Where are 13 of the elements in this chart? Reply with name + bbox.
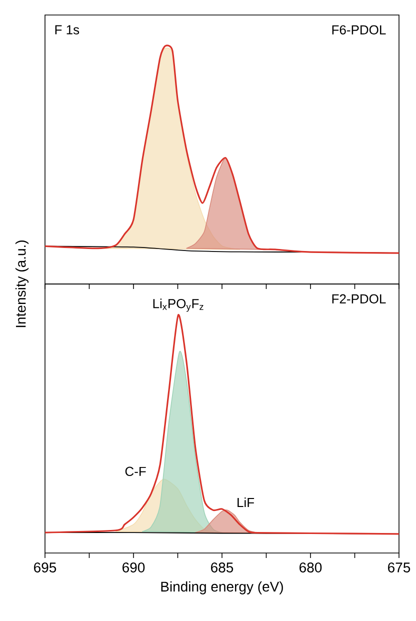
annotation: C-F (125, 466, 146, 476)
y-axis-title: Intensity (a.u.) (15, 240, 29, 328)
annotation: LiF (238, 498, 254, 507)
x-axis-title: Binding energy (eV) (161, 581, 283, 594)
x-tick-label: 690 (122, 562, 145, 572)
text: F2-PDOL (332, 294, 386, 304)
text: F 1s (55, 25, 80, 34)
x-tick-label: 695 (34, 562, 56, 572)
x-tick-label: 680 (300, 562, 322, 572)
x-tick-label: 685 (211, 562, 234, 572)
annotation: Li$_{x}$PO$_{y}$F$_{z}$ (153, 298, 204, 312)
x-tick-label: 675 (388, 562, 410, 572)
text: F6-PDOL (332, 25, 386, 34)
